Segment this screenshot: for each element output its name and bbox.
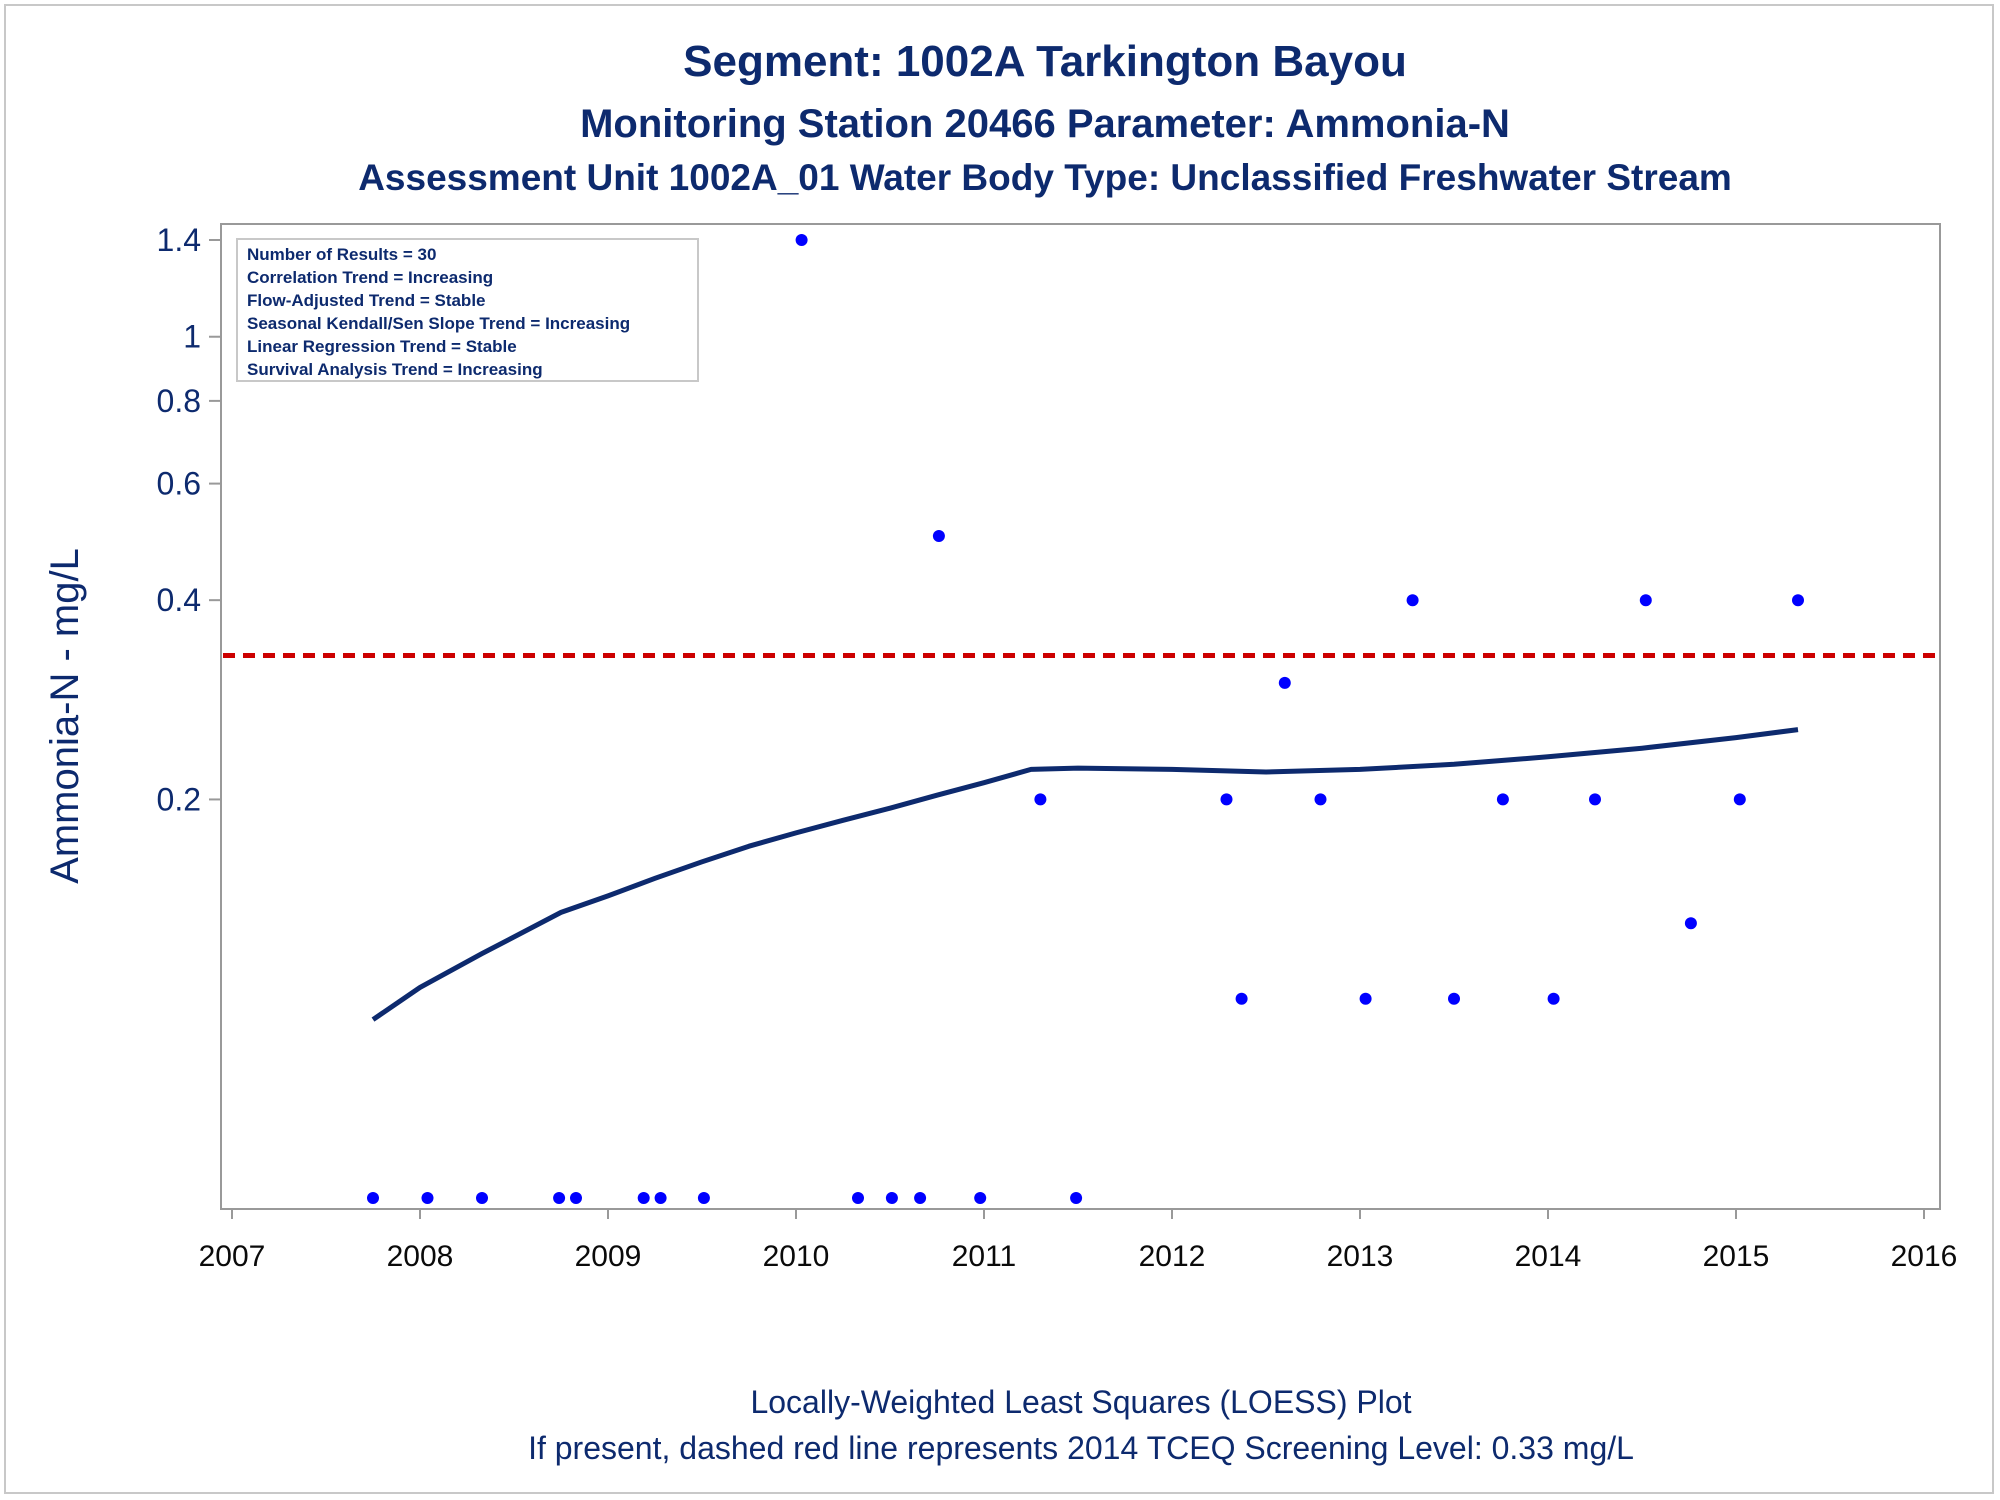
data-point bbox=[974, 1192, 987, 1204]
info-line-flow-adjusted: Flow-Adjusted Trend = Stable bbox=[247, 291, 486, 310]
chart-title: Segment: 1002A Tarkington Bayou bbox=[683, 37, 1407, 86]
data-point bbox=[476, 1192, 488, 1204]
data-point bbox=[852, 1192, 864, 1204]
info-line-results: Number of Results = 30 bbox=[247, 245, 436, 264]
loess-curve bbox=[371, 727, 1799, 1022]
y-tick-label: 0.8 bbox=[157, 383, 201, 419]
data-point bbox=[1448, 992, 1460, 1005]
data-point bbox=[1406, 594, 1419, 607]
plot-area bbox=[220, 223, 1941, 1210]
data-point bbox=[932, 530, 945, 542]
data-point bbox=[1034, 793, 1047, 806]
x-tick-label: 2007 bbox=[199, 1240, 266, 1273]
data-point bbox=[697, 1192, 710, 1204]
info-line-linear-regression: Linear Regression Trend = Stable bbox=[247, 337, 517, 356]
y-tick-label: 0.4 bbox=[157, 582, 201, 618]
y-axis-label: Ammonia-N - mg/L bbox=[43, 548, 87, 884]
data-point bbox=[1220, 793, 1233, 806]
data-point bbox=[1792, 594, 1804, 607]
footer-note-screening: If present, dashed red line represents 2… bbox=[528, 1430, 1634, 1466]
x-tick-label: 2009 bbox=[575, 1240, 642, 1273]
y-tick-label: 1 bbox=[183, 319, 201, 355]
x-tick-label: 2012 bbox=[1139, 1240, 1206, 1273]
data-point bbox=[1639, 594, 1652, 607]
data-point bbox=[1547, 992, 1560, 1005]
x-tick-label: 2013 bbox=[1327, 1240, 1394, 1273]
data-point bbox=[654, 1192, 667, 1204]
info-line-seasonal-kendall: Seasonal Kendall/Sen Slope Trend = Incre… bbox=[247, 314, 630, 333]
y-tick-label: 0.2 bbox=[157, 781, 201, 817]
data-point bbox=[795, 234, 808, 246]
data-point bbox=[367, 1192, 379, 1204]
info-box-border bbox=[236, 238, 699, 382]
info-line-correlation: Correlation Trend = Increasing bbox=[247, 268, 493, 287]
info-line-survival: Survival Analysis Trend = Increasing bbox=[247, 360, 543, 379]
data-point bbox=[553, 1192, 566, 1204]
data-point bbox=[637, 1192, 650, 1204]
data-point bbox=[1733, 793, 1746, 806]
data-point bbox=[1684, 917, 1697, 930]
data-point bbox=[1235, 992, 1248, 1005]
data-point bbox=[421, 1192, 434, 1204]
x-tick-label: 2016 bbox=[1891, 1240, 1958, 1273]
x-tick-label: 2015 bbox=[1703, 1240, 1770, 1273]
data-point bbox=[914, 1192, 927, 1204]
chart-subtitle: Monitoring Station 20466 Parameter: Ammo… bbox=[580, 102, 1510, 146]
data-point bbox=[1314, 793, 1327, 806]
x-tick-label: 2011 bbox=[952, 1240, 1017, 1273]
x-tick-label: 2010 bbox=[763, 1240, 830, 1273]
data-point bbox=[1359, 992, 1372, 1005]
info-box: Number of Results = 30 Correlation Trend… bbox=[236, 238, 699, 382]
data-point bbox=[1496, 793, 1509, 806]
y-tick-label: 1.4 bbox=[157, 222, 201, 258]
y-tick-label: 0.6 bbox=[157, 466, 201, 502]
data-point bbox=[570, 1192, 582, 1204]
data-point bbox=[885, 1192, 898, 1204]
x-tick-label: 2014 bbox=[1515, 1240, 1582, 1273]
data-point bbox=[1589, 793, 1601, 806]
data-point bbox=[1278, 676, 1291, 689]
chart-subtitle-2: Assessment Unit 1002A_01 Water Body Type… bbox=[358, 157, 1732, 198]
footer-note-loess: Locally-Weighted Least Squares (LOESS) P… bbox=[750, 1384, 1411, 1420]
data-point bbox=[1070, 1192, 1083, 1204]
x-tick-label: 2008 bbox=[387, 1240, 454, 1273]
